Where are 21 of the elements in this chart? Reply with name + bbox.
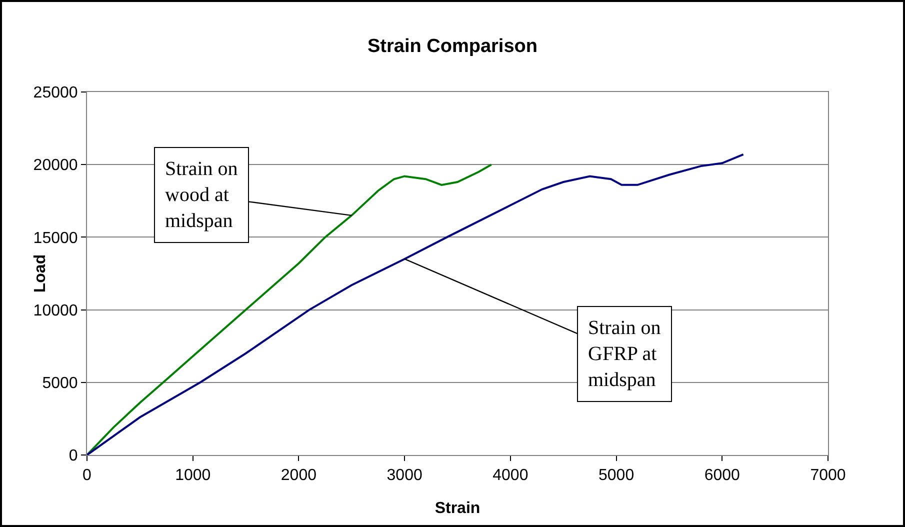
y-axis-title: Load	[32, 254, 49, 293]
y-tick-label: 10000	[33, 302, 78, 320]
y-tick-label: 20000	[33, 157, 78, 174]
x-tick-label: 4000	[492, 467, 528, 484]
y-tick-label: 25000	[33, 84, 78, 102]
x-tick-label: 0	[82, 467, 92, 484]
x-axis-title: Strain	[434, 500, 480, 517]
x-tick-label: 5000	[598, 467, 634, 484]
x-tick-label: 6000	[704, 467, 740, 484]
x-tick-label: 3000	[386, 467, 422, 484]
y-tick-label: 5000	[42, 375, 78, 392]
x-tick-label: 1000	[175, 467, 211, 484]
x-tick-label: 7000	[810, 467, 846, 484]
chart-title: Strain Comparison	[368, 36, 538, 57]
y-tick-label: 0	[68, 448, 78, 465]
annotation: Strain on wood at midspan	[165, 158, 238, 232]
annotation: Strain on GFRP at midspan	[588, 317, 661, 391]
line-series	[87, 164, 492, 455]
line-series	[87, 153, 744, 455]
x-tick-label: 2000	[280, 467, 317, 484]
y-tick-label: 15000	[33, 230, 78, 247]
